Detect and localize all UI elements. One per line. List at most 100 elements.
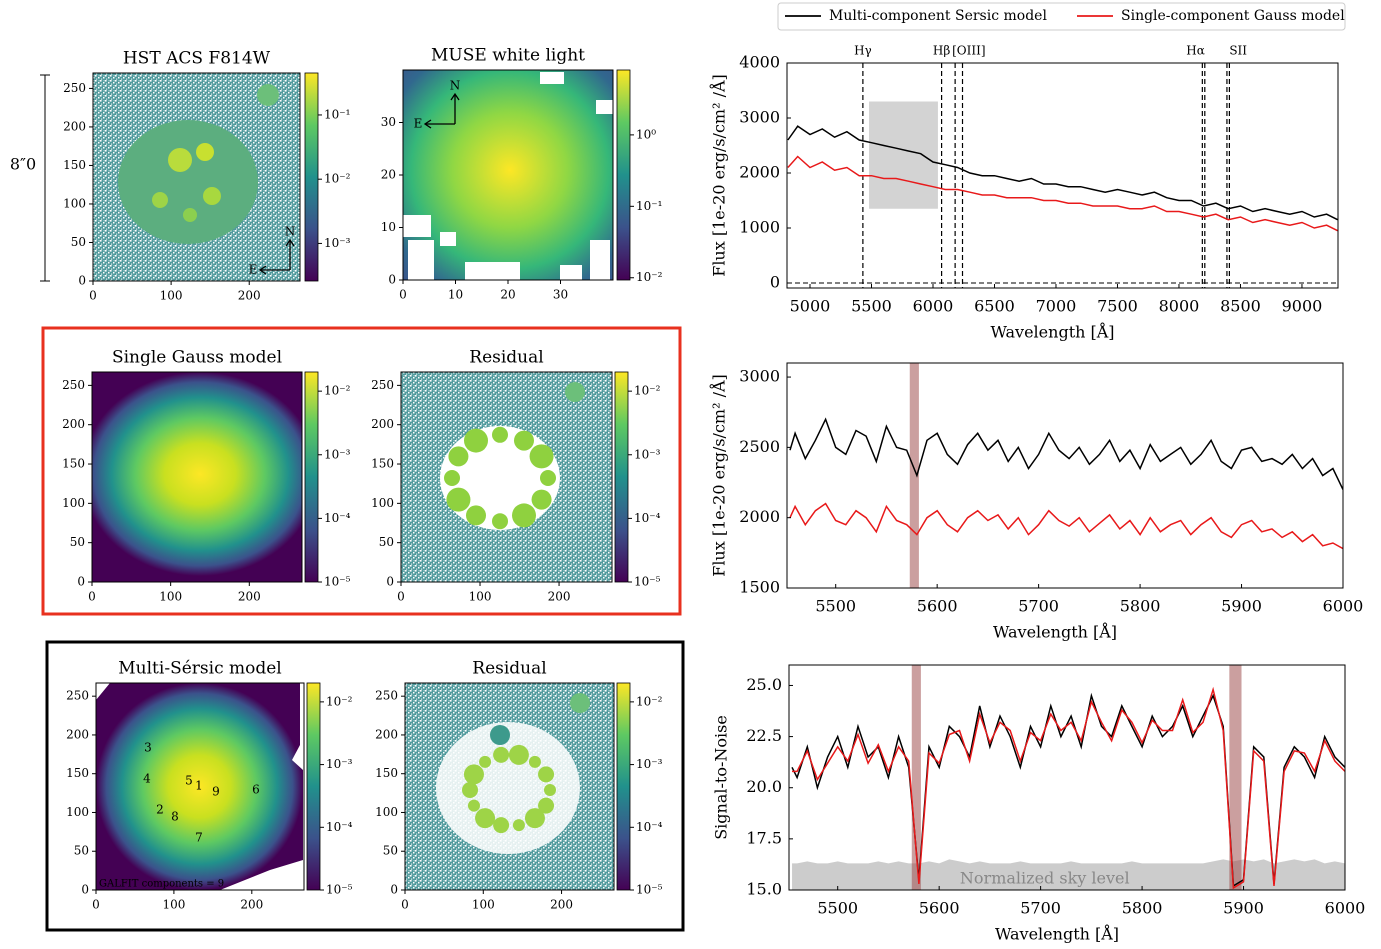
colorbar-tick-label: 10⁻² xyxy=(636,694,663,708)
y-tick-label: 2000 xyxy=(739,507,780,526)
x-tick-label: 6000 xyxy=(1325,899,1366,918)
colorbar xyxy=(304,371,319,583)
x-tick-label: 30 xyxy=(553,288,568,302)
x-tick-label: 100 xyxy=(162,898,185,912)
image-feature xyxy=(463,428,488,453)
colorbar-tick-label: 10⁻¹ xyxy=(636,199,662,213)
highlight-box xyxy=(41,326,682,616)
plot-area xyxy=(789,363,1343,588)
panel-title: Residual xyxy=(469,348,543,368)
image-feature xyxy=(490,725,510,745)
y-tick-label: 0 xyxy=(81,883,89,897)
y-tick-label: 0 xyxy=(386,575,394,589)
x-tick-label: 200 xyxy=(238,590,261,604)
image-feature xyxy=(408,240,434,280)
scale-bar xyxy=(40,74,50,282)
y-tick-label: 150 xyxy=(375,766,398,780)
image-feature xyxy=(508,744,529,765)
y-tick-label: 250 xyxy=(62,378,85,392)
x-tick-label: 5000 xyxy=(790,297,831,316)
x-tick-label: 5900 xyxy=(1223,899,1264,918)
colorbar-tick-label: 10⁻² xyxy=(326,694,353,708)
y-tick-label: 2500 xyxy=(739,437,780,456)
component-label: 3 xyxy=(144,741,152,755)
panel-title: HST ACS F814W xyxy=(123,49,271,69)
y-tick-label: 50 xyxy=(379,535,394,549)
component-label: 7 xyxy=(195,831,203,845)
image-feature xyxy=(565,382,585,402)
image xyxy=(92,372,302,582)
y-tick-label: 150 xyxy=(371,457,394,471)
image-feature xyxy=(203,187,221,205)
colorbar-tick-label: 10⁻³ xyxy=(636,757,663,771)
image-feature xyxy=(446,487,471,512)
component-label: 2 xyxy=(156,803,164,817)
x-tick-label: 6500 xyxy=(974,297,1015,316)
image-feature xyxy=(524,808,545,829)
y-tick-label: 1000 xyxy=(739,217,780,236)
colorbar-tick-label: 10⁻³ xyxy=(326,757,353,771)
legend-box xyxy=(777,2,1346,31)
x-tick-label: 5700 xyxy=(1020,899,1061,918)
x-tick-label: 6000 xyxy=(913,297,954,316)
x-tick-label: 10 xyxy=(448,288,463,302)
image-feature xyxy=(403,215,431,237)
y-tick-label: 30 xyxy=(381,115,396,129)
y-axis-label: Signal-to-Noise xyxy=(712,715,731,840)
plot-area xyxy=(787,63,1338,288)
colorbar-tick-label: 10⁻³ xyxy=(324,236,351,250)
series-line xyxy=(789,502,1343,550)
image-feature xyxy=(531,489,552,510)
x-tick-label: 8500 xyxy=(1220,297,1261,316)
image-feature xyxy=(529,444,554,469)
image-feature xyxy=(440,426,560,530)
x-tick-label: 0 xyxy=(88,590,96,604)
x-tick-label: 5900 xyxy=(1221,597,1262,616)
y-tick-label: 20.0 xyxy=(746,777,782,796)
x-tick-label: 200 xyxy=(550,898,573,912)
axes-frame xyxy=(95,682,305,891)
image xyxy=(93,73,300,281)
scale-label: 8″0 xyxy=(10,155,36,174)
y-tick-label: 100 xyxy=(66,805,89,819)
x-tick-label: 100 xyxy=(472,898,495,912)
image-feature xyxy=(560,265,582,280)
colorbar xyxy=(616,682,631,891)
area-label: Normalized sky level xyxy=(960,869,1130,888)
y-tick-label: 25.0 xyxy=(746,675,782,694)
legend-label: Single-component Gauss model xyxy=(1121,8,1345,24)
masked-band xyxy=(909,363,919,588)
y-tick-label: 50 xyxy=(74,844,89,858)
panel-title: Single Gauss model xyxy=(112,348,282,368)
image-feature xyxy=(512,503,537,528)
image-feature xyxy=(513,430,534,451)
x-tick-label: 5600 xyxy=(919,899,960,918)
image-feature xyxy=(183,208,197,222)
y-tick-label: 200 xyxy=(371,417,394,431)
x-tick-label: 9000 xyxy=(1282,297,1323,316)
y-axis-label: Flux [1e-20 erg/s/cm² /Å] xyxy=(709,74,729,277)
component-label: 8 xyxy=(171,810,179,824)
y-tick-label: 50 xyxy=(71,235,86,249)
y-tick-label: 0 xyxy=(770,272,780,291)
plot-area xyxy=(791,665,1345,890)
compass-arrow xyxy=(258,238,295,275)
y-tick-label: 50 xyxy=(70,535,85,549)
y-tick-label: 200 xyxy=(66,727,89,741)
component-label: 5 xyxy=(185,774,193,788)
y-tick-label: 22.5 xyxy=(746,726,782,745)
masked-band xyxy=(911,665,921,890)
image-feature xyxy=(92,372,302,576)
colorbar-tick-label: 10⁻⁵ xyxy=(634,575,661,589)
image-feature xyxy=(96,683,303,890)
compass-label: N xyxy=(450,79,461,93)
axes-frame xyxy=(786,362,1344,589)
colorbar-tick-label: 10⁻⁴ xyxy=(636,820,663,834)
y-tick-label: 100 xyxy=(371,496,394,510)
x-axis-label: Wavelength [Å] xyxy=(990,322,1114,342)
y-tick-label: 100 xyxy=(63,196,86,210)
y-tick-label: 250 xyxy=(66,689,89,703)
colorbar-tick-label: 10⁻² xyxy=(634,384,661,398)
image-feature xyxy=(465,262,520,280)
image-feature xyxy=(479,755,492,768)
